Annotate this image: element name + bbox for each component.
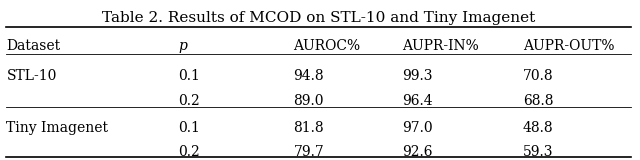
Text: 96.4: 96.4 [402, 94, 433, 108]
Text: 92.6: 92.6 [402, 145, 432, 159]
Text: 0.2: 0.2 [179, 145, 200, 159]
Text: 79.7: 79.7 [293, 145, 324, 159]
Text: Dataset: Dataset [6, 39, 61, 53]
Text: 81.8: 81.8 [293, 121, 324, 135]
Text: 0.1: 0.1 [179, 121, 200, 135]
Text: AUROC%: AUROC% [293, 39, 360, 53]
Text: p: p [179, 39, 188, 53]
Text: 97.0: 97.0 [402, 121, 433, 135]
Text: 89.0: 89.0 [293, 94, 324, 108]
Text: 70.8: 70.8 [523, 69, 554, 83]
Text: AUPR-IN%: AUPR-IN% [402, 39, 479, 53]
Text: Table 2. Results of MCOD on STL-10 and Tiny Imagenet: Table 2. Results of MCOD on STL-10 and T… [102, 11, 536, 25]
Text: STL-10: STL-10 [6, 69, 57, 83]
Text: 0.2: 0.2 [179, 94, 200, 108]
Text: Tiny Imagenet: Tiny Imagenet [6, 121, 108, 135]
Text: 59.3: 59.3 [523, 145, 554, 159]
Text: 94.8: 94.8 [293, 69, 324, 83]
Text: 99.3: 99.3 [402, 69, 432, 83]
Text: 0.1: 0.1 [179, 69, 200, 83]
Text: 48.8: 48.8 [523, 121, 554, 135]
Text: AUPR-OUT%: AUPR-OUT% [523, 39, 614, 53]
Text: 68.8: 68.8 [523, 94, 554, 108]
